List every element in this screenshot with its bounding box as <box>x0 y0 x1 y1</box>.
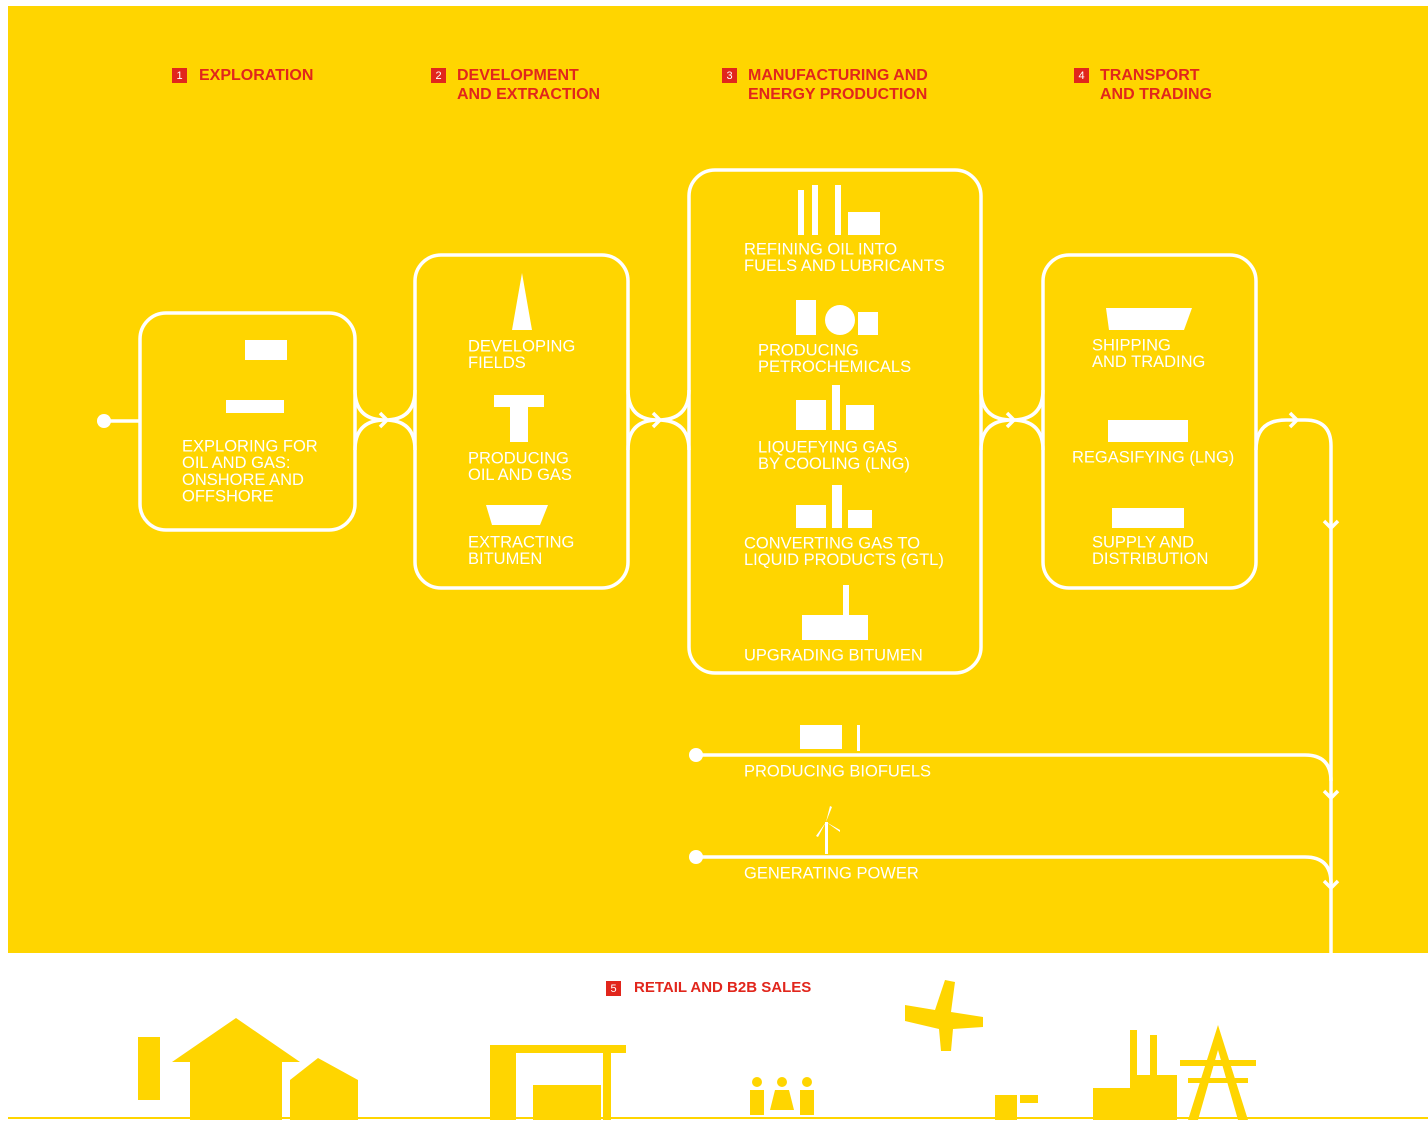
stage-title: ENERGY PRODUCTION <box>748 86 927 103</box>
step-label: LIQUID PRODUCTS (GTL) <box>744 551 944 569</box>
step-label: BY COOLING (LNG) <box>758 455 910 473</box>
branch-label: GENERATING POWER <box>744 864 919 882</box>
stage-number: 3 <box>726 70 732 82</box>
step-label: PETROCHEMICALS <box>758 358 911 376</box>
step-label: OFFSHORE <box>182 487 274 505</box>
step-label: AND TRADING <box>1092 353 1205 371</box>
stage-title: AND TRADING <box>1100 86 1212 103</box>
diagram: 1 EXPLORATION 2 DEVELOPMENT AND EXTRACTION 3 M… <box>0 0 1428 1121</box>
step-label: DISTRIBUTION <box>1092 550 1208 568</box>
step-label: SUPPLY AND <box>1092 533 1194 551</box>
step-label: REFINING OIL INTO <box>744 240 897 258</box>
stage-title: AND EXTRACTION <box>457 86 600 103</box>
step-label: ONSHORE AND <box>182 471 304 489</box>
step-label: EXPLORING FOR <box>182 437 318 455</box>
stage-title: RETAIL AND B2B SALES <box>634 979 811 996</box>
stage-number: 5 <box>610 983 616 995</box>
stage-title: TRANSPORT <box>1100 67 1200 84</box>
step-label: FUELS AND LUBRICANTS <box>744 257 945 275</box>
stage-title: DEVELOPMENT <box>457 67 579 84</box>
step-label: LIQUEFYING GAS <box>758 438 897 456</box>
stage-title: EXPLORATION <box>199 67 313 84</box>
step-label: REGASIFYING (LNG) <box>1072 448 1234 466</box>
stage-number: 4 <box>1078 70 1084 82</box>
baseline <box>8 1117 1428 1119</box>
step-label: SHIPPING <box>1092 336 1171 354</box>
stage-number: 2 <box>435 70 441 82</box>
step-label: FIELDS <box>468 354 526 372</box>
step-label: CONVERTING GAS TO <box>744 534 920 552</box>
step-label: DEVELOPING <box>468 337 575 355</box>
step-label: PRODUCING <box>468 449 569 467</box>
step-label: BITUMEN <box>468 550 542 568</box>
branch-label: PRODUCING BIOFUELS <box>744 762 931 780</box>
stage-number: 1 <box>176 70 182 82</box>
step-label: OIL AND GAS: <box>182 454 291 472</box>
stage-title: MANUFACTURING AND <box>748 67 928 84</box>
step-label: OIL AND GAS <box>468 466 572 484</box>
step-label: EXTRACTING <box>468 533 574 551</box>
step-label: PRODUCING <box>758 341 859 359</box>
step-label: UPGRADING BITUMEN <box>744 646 923 664</box>
retail-icons <box>138 980 1256 1120</box>
